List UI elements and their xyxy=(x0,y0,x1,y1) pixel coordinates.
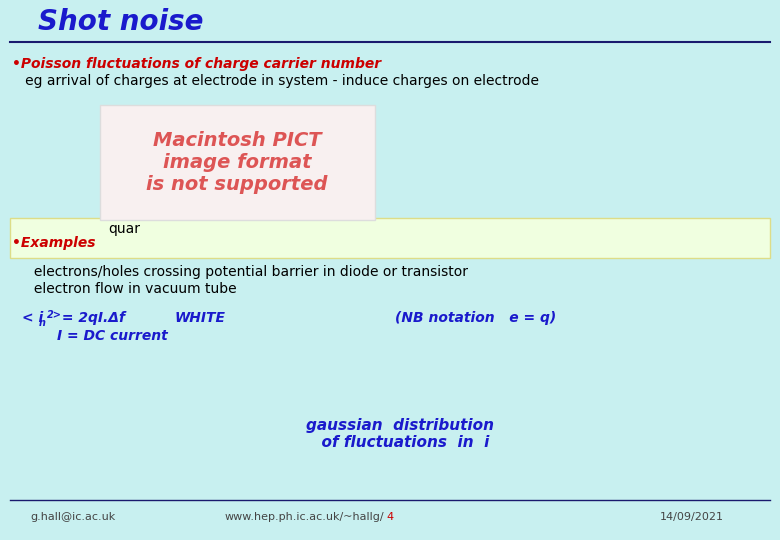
Text: Macintosh PICT
image format
is not supported: Macintosh PICT image format is not suppo… xyxy=(147,131,328,193)
Text: WHITE: WHITE xyxy=(175,311,226,325)
Text: Shot noise: Shot noise xyxy=(38,8,204,36)
FancyBboxPatch shape xyxy=(10,218,770,258)
Text: www.hep.ph.ic.ac.uk/~hallg/: www.hep.ph.ic.ac.uk/~hallg/ xyxy=(225,512,385,522)
Text: = 2qI.Δf: = 2qI.Δf xyxy=(57,311,125,325)
Text: •Poisson fluctuations of charge carrier number: •Poisson fluctuations of charge carrier … xyxy=(12,57,381,71)
Text: g.hall@ic.ac.uk: g.hall@ic.ac.uk xyxy=(30,512,115,522)
Text: 2>: 2> xyxy=(47,310,62,320)
Text: I = DC current: I = DC current xyxy=(57,329,168,343)
Text: 14/09/2021: 14/09/2021 xyxy=(660,512,724,522)
Text: (NB notation   e = q): (NB notation e = q) xyxy=(395,311,556,325)
Text: eg arrival of charges at electrode in system - induce charges on electrode: eg arrival of charges at electrode in sy… xyxy=(12,74,539,88)
Text: quar: quar xyxy=(108,222,140,236)
Text: 4: 4 xyxy=(386,512,394,522)
Text: electron flow in vacuum tube: electron flow in vacuum tube xyxy=(12,282,236,296)
Text: n: n xyxy=(39,318,46,328)
FancyBboxPatch shape xyxy=(100,105,375,220)
Text: gaussian  distribution
  of fluctuations  in  i: gaussian distribution of fluctuations in… xyxy=(306,418,494,450)
Text: •Examples: •Examples xyxy=(12,236,95,250)
Text: electrons/holes crossing potential barrier in diode or transistor: electrons/holes crossing potential barri… xyxy=(12,265,468,279)
Text: < i: < i xyxy=(22,311,43,325)
